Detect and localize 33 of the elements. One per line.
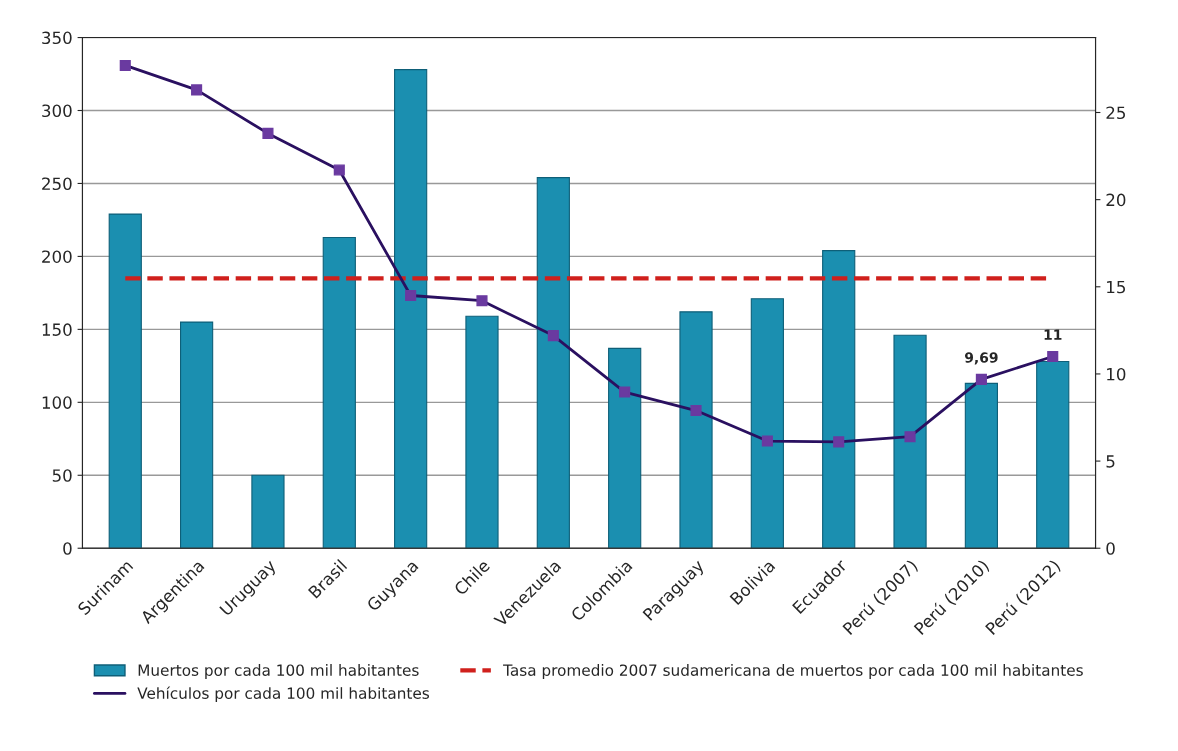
- bar: [251, 474, 285, 549]
- bar: [822, 250, 856, 549]
- y-tick-label: 350: [42, 31, 72, 45]
- bar: [964, 382, 998, 549]
- y2-tick-label: 5: [1106, 455, 1115, 468]
- y-tick-label: 250: [42, 177, 72, 191]
- bar: [322, 236, 356, 549]
- bar: [750, 298, 784, 549]
- y-tick-label: 150: [42, 323, 72, 336]
- legend-label: Tasa promedio 2007 sudamericana de muertos por cada 100 mil habitantes: [503, 664, 1083, 679]
- bar: [394, 69, 428, 549]
- y2-tick-label: 10: [1107, 367, 1126, 381]
- y-tick-label: 0: [63, 542, 72, 555]
- y2-tick-label: 15: [1107, 280, 1126, 294]
- bar: [1036, 360, 1070, 549]
- legend-label: Muertos por cada 100 mil habitantes: [138, 664, 419, 679]
- y2-tick-label: 0: [1106, 542, 1115, 555]
- bar: [679, 311, 713, 549]
- bar: [108, 213, 142, 549]
- y-tick-label: 200: [42, 250, 72, 263]
- bar: [608, 347, 642, 549]
- y-tick-label: 300: [42, 104, 72, 118]
- y2-tick-label: 25: [1106, 106, 1126, 120]
- bar: [180, 321, 214, 549]
- bar: [465, 315, 499, 549]
- bar: [536, 177, 570, 549]
- legend-label: Vehículos por cada 100 mil habitantes: [137, 686, 430, 702]
- y2-tick-label: 20: [1106, 193, 1126, 207]
- bar: [893, 334, 927, 549]
- y-tick-label: 50: [52, 469, 72, 482]
- data-label: 9,69: [964, 352, 998, 365]
- data-label: 11: [1044, 329, 1062, 340]
- y-tick-label: 100: [42, 396, 72, 409]
